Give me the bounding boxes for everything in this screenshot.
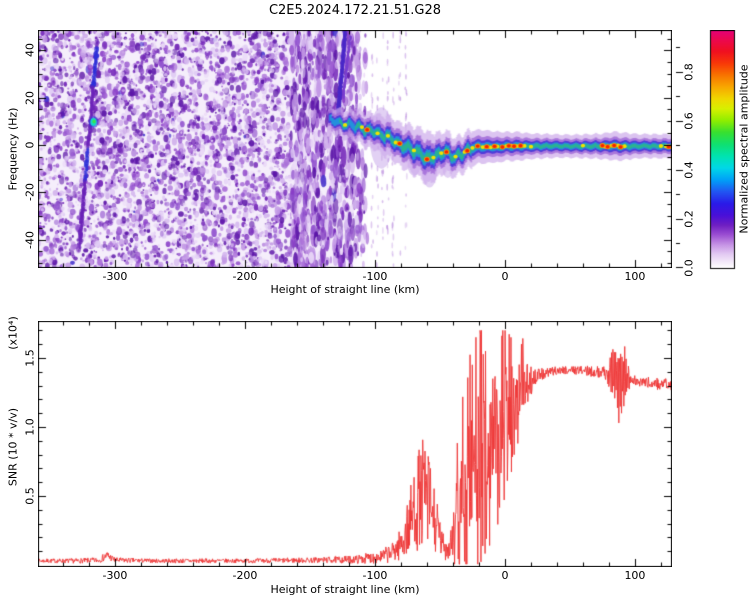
snr-y-tick-label: 1.5 (23, 349, 37, 367)
snr-x-tick-label: 0 (501, 569, 509, 582)
spec-x-tick-label: 0 (501, 270, 509, 283)
spectrogram-xlabel: Height of straight line (km) (270, 283, 420, 296)
spec-y-tick-label: -40 (23, 230, 37, 249)
colorbar-label: Normalized spectral amplitude (737, 64, 750, 234)
spec-y-tick-label: 20 (23, 90, 37, 105)
plot-title: C2E5.2024.172.21.51.G28 (268, 3, 442, 18)
colorbar-tick-label: 0.6 (682, 112, 696, 130)
snr-y-tick-label: 1.0 (23, 418, 37, 436)
snr-ylabel: SNR (10 * v/v) (6, 407, 20, 487)
colorbar-tick-label: 0.4 (682, 161, 696, 179)
spec-x-tick-label: -300 (102, 270, 128, 283)
snr-plot (38, 321, 672, 567)
snr-x-tick-label: -300 (102, 569, 128, 582)
snr-x-tick-label: -100 (362, 569, 388, 582)
colorbar (670, 30, 736, 270)
snr-y-tick-label: 0.5 (23, 487, 37, 505)
snr-x-tick-label: -200 (232, 569, 258, 582)
spectrogram-plot (38, 30, 672, 268)
spec-y-tick-label: -20 (23, 183, 37, 202)
spec-x-tick-label: -200 (232, 270, 258, 283)
colorbar-tick-label: 0.2 (682, 210, 696, 228)
snr-scale-label: (x10⁴) (6, 316, 20, 350)
colorbar-tick-label: 0.0 (682, 259, 696, 277)
snr-x-tick-label: 100 (624, 569, 646, 582)
spec-y-tick-label: 0 (23, 141, 37, 149)
spec-x-tick-label: 100 (624, 270, 646, 283)
spec-x-tick-label: -100 (362, 270, 388, 283)
spectrogram-ylabel: Frequency (Hz) (6, 107, 20, 191)
colorbar-tick-label: 0.8 (682, 62, 696, 81)
snr-xlabel: Height of straight line (km) (270, 583, 420, 596)
spec-y-tick-label: 40 (23, 43, 37, 58)
